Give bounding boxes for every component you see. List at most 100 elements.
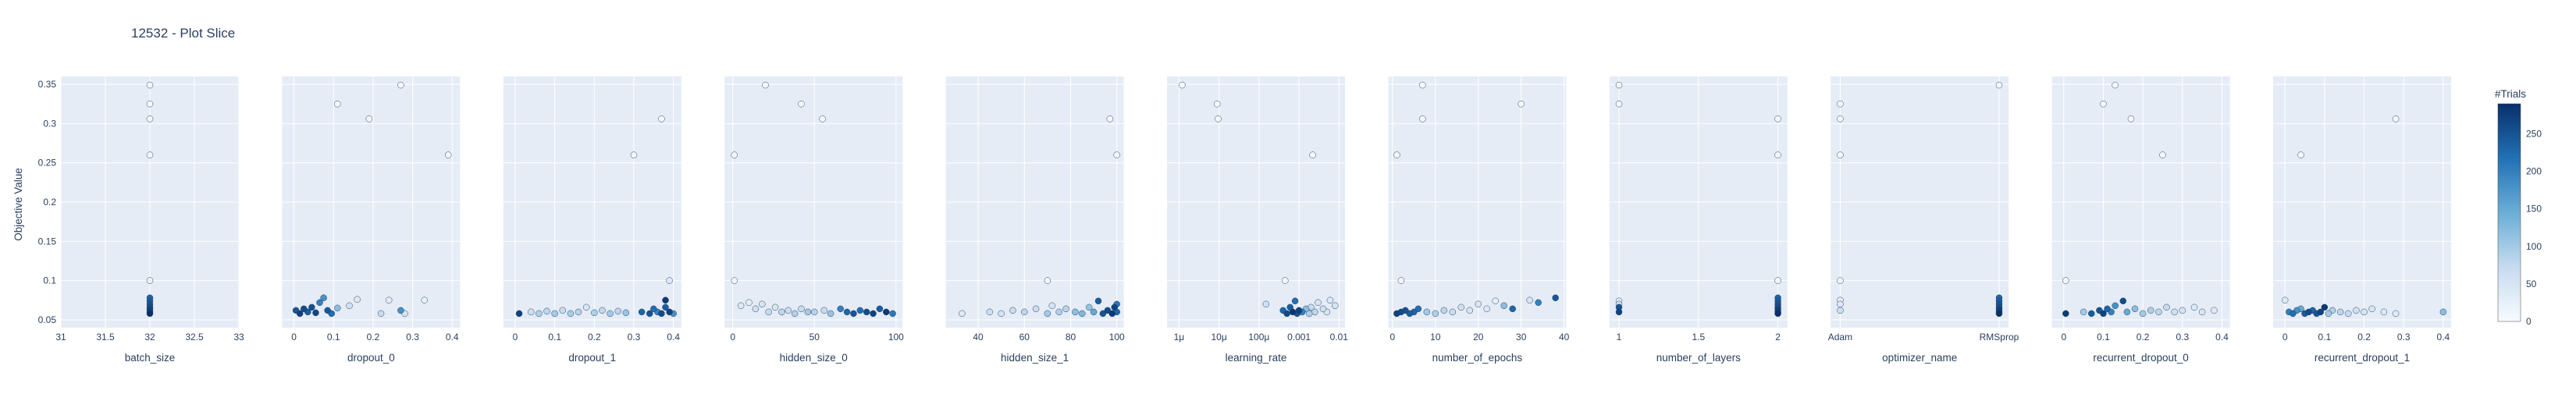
x-tick-label: 2 bbox=[1775, 332, 1781, 343]
trial-point bbox=[334, 304, 341, 312]
x-axis-label: dropout_0 bbox=[347, 352, 395, 364]
trial-point bbox=[1214, 100, 1221, 108]
x-tick-label: 0.2 bbox=[2137, 332, 2150, 343]
x-axis-label: number_of_layers bbox=[1656, 352, 1741, 364]
trial-point bbox=[1535, 299, 1542, 307]
trial-point bbox=[745, 299, 753, 307]
subplot-recurrent-dropout-0: 0 0.1 0.2 0.3 0.4 recurrent_dropout_0 bbox=[2051, 76, 2230, 364]
y-tick-label: 0.1 bbox=[43, 275, 56, 286]
trial-point bbox=[1319, 305, 1327, 313]
trial-point bbox=[316, 299, 323, 307]
x-tick-label: 0.1 bbox=[2318, 332, 2332, 343]
trial-point bbox=[1440, 307, 1448, 314]
trial-point bbox=[850, 310, 857, 318]
y-tick-label: 0.3 bbox=[43, 118, 56, 129]
trial-point bbox=[2392, 115, 2400, 122]
trial-point bbox=[146, 310, 154, 318]
trial-point bbox=[599, 307, 606, 314]
trial-point bbox=[385, 296, 393, 304]
subplot-dropout-1: 0 0.1 0.2 0.3 0.4 dropout_1 bbox=[503, 76, 681, 364]
x-tick-label: 10 bbox=[1430, 332, 1441, 343]
trial-point bbox=[1055, 308, 1062, 316]
trial-point bbox=[421, 296, 429, 304]
trial-point bbox=[2131, 305, 2139, 313]
trial-point bbox=[1315, 299, 1322, 307]
x-axis-label: recurrent_dropout_1 bbox=[2314, 352, 2410, 364]
trial-point bbox=[2171, 308, 2178, 316]
trial-point bbox=[320, 294, 327, 302]
trial-point bbox=[559, 307, 567, 314]
x-tick-label: 0.3 bbox=[628, 332, 641, 343]
x-tick-label: 0.2 bbox=[2357, 332, 2371, 343]
trial-point bbox=[1072, 308, 1079, 316]
subplot-recurrent-dropout-1: 0 0.1 0.2 0.3 0.4 recurrent_dropout_1 bbox=[2273, 76, 2451, 364]
trial-point bbox=[837, 305, 844, 313]
trial-point bbox=[1048, 302, 1056, 310]
trial-point bbox=[870, 310, 877, 318]
trial-point bbox=[1449, 308, 1457, 316]
trial-point bbox=[2281, 296, 2289, 304]
trial-point bbox=[820, 307, 828, 314]
trial-point bbox=[1492, 297, 1499, 305]
trial-point bbox=[543, 307, 550, 315]
trial-point bbox=[1615, 308, 1623, 316]
x-tick-label: 0 bbox=[2282, 332, 2288, 343]
trial-point bbox=[354, 296, 361, 303]
trial-point bbox=[1774, 115, 1781, 122]
x-tick-label: 1μ bbox=[1174, 332, 1185, 343]
trial-point bbox=[889, 310, 896, 318]
trial-point bbox=[1283, 310, 1290, 318]
trial-point bbox=[2290, 310, 2297, 318]
trial-point bbox=[762, 81, 769, 89]
colorbar-tick-label: 250 bbox=[2526, 128, 2542, 139]
trial-point bbox=[2062, 310, 2069, 318]
trial-point bbox=[2380, 308, 2388, 316]
trial-point bbox=[2305, 308, 2312, 316]
subplot-number-of-layers: 1 1.5 2 number_of_layers bbox=[1609, 76, 1788, 364]
trial-point bbox=[607, 310, 614, 318]
trial-point bbox=[785, 307, 792, 314]
colorbar-tick-label: 50 bbox=[2526, 279, 2537, 289]
trial-point bbox=[1526, 296, 1533, 304]
trial-point bbox=[146, 277, 154, 284]
x-tick-label: 31.5 bbox=[96, 332, 115, 343]
trial-point bbox=[798, 100, 805, 108]
trial-point bbox=[662, 303, 669, 311]
trial-point bbox=[2198, 308, 2206, 316]
trial-point bbox=[804, 308, 812, 316]
trial-point bbox=[1021, 308, 1028, 316]
trial-point bbox=[1774, 277, 1781, 284]
trial-point bbox=[1332, 302, 1339, 310]
trial-point bbox=[2123, 308, 2131, 316]
x-tick-label: 0 bbox=[513, 332, 518, 343]
trial-point bbox=[146, 115, 154, 122]
trial-point bbox=[1774, 151, 1781, 158]
x-tick-label: 0.2 bbox=[367, 332, 380, 343]
trial-point bbox=[646, 310, 653, 318]
trial-point bbox=[2211, 307, 2218, 314]
trial-point bbox=[1837, 100, 1844, 108]
x-tick-label: 0.1 bbox=[548, 332, 561, 343]
trial-point bbox=[2147, 307, 2154, 314]
trial-point bbox=[2368, 305, 2375, 313]
x-tick-label: 33 bbox=[233, 332, 244, 343]
subplot-hidden-size-0: 0 50 100 hidden_size_0 bbox=[724, 76, 904, 364]
trial-point bbox=[535, 310, 543, 318]
x-axis-label: recurrent_dropout_0 bbox=[2093, 352, 2188, 364]
trial-point bbox=[662, 296, 669, 304]
trial-point bbox=[863, 308, 870, 316]
trial-point bbox=[1094, 297, 1102, 305]
x-tick-label: 0.1 bbox=[327, 332, 340, 343]
x-tick-label: 31 bbox=[55, 332, 66, 343]
trial-point bbox=[1995, 81, 2003, 89]
trial-point bbox=[2317, 308, 2325, 316]
trial-point bbox=[324, 307, 331, 314]
x-tick-label: 0.1 bbox=[2097, 332, 2110, 343]
trial-point bbox=[1085, 303, 1093, 311]
trial-point bbox=[2100, 310, 2107, 318]
trial-point bbox=[1108, 310, 1116, 318]
colorbar-gradient bbox=[2497, 103, 2521, 322]
subplot-batch-size: 0.05 0.1 0.15 0.2 0.25 0.3 0.35 31 31.5 32 32.5 33 b… bbox=[38, 76, 244, 364]
colorbar-tick-label: 100 bbox=[2526, 241, 2542, 252]
trial-point bbox=[2112, 302, 2119, 310]
